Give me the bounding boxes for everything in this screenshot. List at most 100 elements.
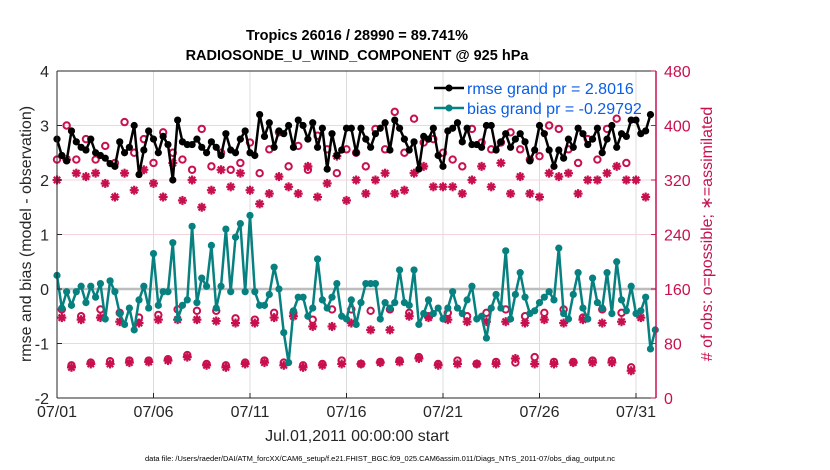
possible-count-marker — [72, 155, 81, 164]
bias-point — [521, 293, 529, 301]
assimilated-count-marker — [452, 359, 462, 369]
assimilated-count-marker — [86, 359, 96, 369]
rmse-point — [608, 121, 616, 130]
bias-point — [270, 263, 278, 271]
x-tick-label: 07/06 — [133, 404, 173, 421]
bias-point — [275, 285, 283, 293]
rmse-point — [511, 135, 519, 143]
bias-point — [613, 258, 621, 266]
assimilated-count-marker — [211, 316, 221, 326]
assimilated-count-marker — [264, 189, 274, 199]
bias-point — [246, 211, 254, 220]
rmse-point — [285, 121, 293, 130]
assimilated-count-marker — [337, 359, 347, 369]
bias-point — [96, 279, 105, 288]
assimilated-count-marker — [612, 161, 622, 171]
assimilated-count-marker — [221, 362, 231, 372]
possible-count-marker — [593, 155, 602, 164]
assimilated-count-marker — [187, 175, 197, 185]
bias-point — [420, 309, 428, 318]
rmse-point — [415, 165, 423, 173]
possible-count-marker — [332, 168, 342, 178]
y-tick-label: 4 — [40, 64, 49, 81]
possible-count-marker — [361, 162, 370, 171]
rmse-point — [545, 146, 553, 154]
bias-point — [617, 296, 626, 304]
x-tick-label: 07/26 — [519, 404, 559, 421]
rmse-point — [439, 162, 447, 170]
rmse-point — [555, 146, 563, 154]
assimilated-count-marker — [303, 161, 313, 171]
bias-point — [154, 301, 162, 309]
bias-point — [323, 304, 331, 312]
rmse-point — [502, 130, 510, 138]
legend-bias-marker — [445, 104, 453, 112]
rmse-point — [487, 121, 495, 130]
bias-point — [217, 282, 225, 290]
assimilated-count-marker — [71, 168, 81, 178]
rmse-point — [207, 138, 215, 146]
rmse-point — [323, 165, 331, 173]
rmse-point — [603, 135, 611, 143]
bias-point — [429, 309, 437, 318]
bias-point — [58, 304, 66, 312]
rmse-point — [318, 124, 326, 132]
rmse-point — [613, 143, 621, 151]
possible-count-marker — [149, 158, 158, 168]
axes — [56, 70, 657, 399]
possible-count-marker — [612, 114, 621, 123]
bias-point — [627, 282, 635, 290]
bias-point — [92, 293, 100, 301]
rmse-point — [58, 151, 66, 160]
data-file-footnote: data file: /Users/raeder/DAI/ATM_forcXX/… — [145, 454, 615, 463]
rmse-point — [367, 143, 375, 151]
rmse-point — [424, 135, 433, 143]
rmse-point — [593, 124, 602, 132]
legend-rmse-label: rmse grand pr = 2.8016 — [467, 81, 634, 98]
rmse-point — [202, 149, 211, 157]
y-tick-label: -2 — [35, 391, 49, 408]
rmse-point — [516, 130, 524, 138]
rmse-point — [588, 135, 597, 143]
x-tick-label: 07/11 — [231, 404, 270, 421]
rmse-point — [159, 132, 167, 140]
assimilated-count-marker — [351, 175, 361, 185]
bias-point — [299, 293, 307, 301]
assimilated-count-marker — [573, 189, 583, 199]
assimilated-count-marker — [255, 199, 265, 209]
assimilated-count-marker — [626, 366, 636, 376]
assimilated-count-marker — [57, 313, 67, 323]
rmse-point — [328, 130, 336, 138]
y-tick-label-right: 400 — [664, 119, 691, 136]
rmse-point — [347, 124, 355, 132]
assimilated-count-marker — [438, 182, 448, 192]
rmse-point — [574, 124, 582, 132]
bias-point — [188, 222, 196, 230]
x-tick-label: 07/01 — [37, 404, 77, 421]
possible-count-marker — [207, 162, 216, 171]
rmse-point — [338, 146, 346, 154]
assimilated-count-marker — [448, 182, 458, 192]
rmse-point — [130, 121, 138, 130]
bias-point — [593, 299, 602, 307]
rmse-point — [260, 132, 269, 140]
assimilated-count-marker — [91, 168, 101, 178]
assimilated-count-marker — [380, 168, 390, 178]
possible-count-marker — [622, 158, 631, 168]
assimilated-count-marker — [414, 353, 424, 363]
rmse-point — [410, 138, 418, 146]
assimilated-count-marker — [66, 362, 76, 372]
assimilated-count-marker — [496, 158, 506, 168]
rmse-point — [622, 132, 630, 140]
bias-point — [458, 309, 466, 318]
bias-point — [371, 279, 380, 288]
bias-point — [603, 269, 611, 277]
rmse-point — [174, 116, 182, 124]
assimilated-count-marker — [322, 178, 332, 188]
assimilated-count-marker — [202, 360, 212, 370]
bias-point — [347, 296, 355, 304]
bias-point — [313, 255, 322, 263]
bias-point — [130, 326, 138, 334]
y-tick-label: 3 — [40, 119, 49, 136]
possible-count-marker — [120, 117, 129, 127]
